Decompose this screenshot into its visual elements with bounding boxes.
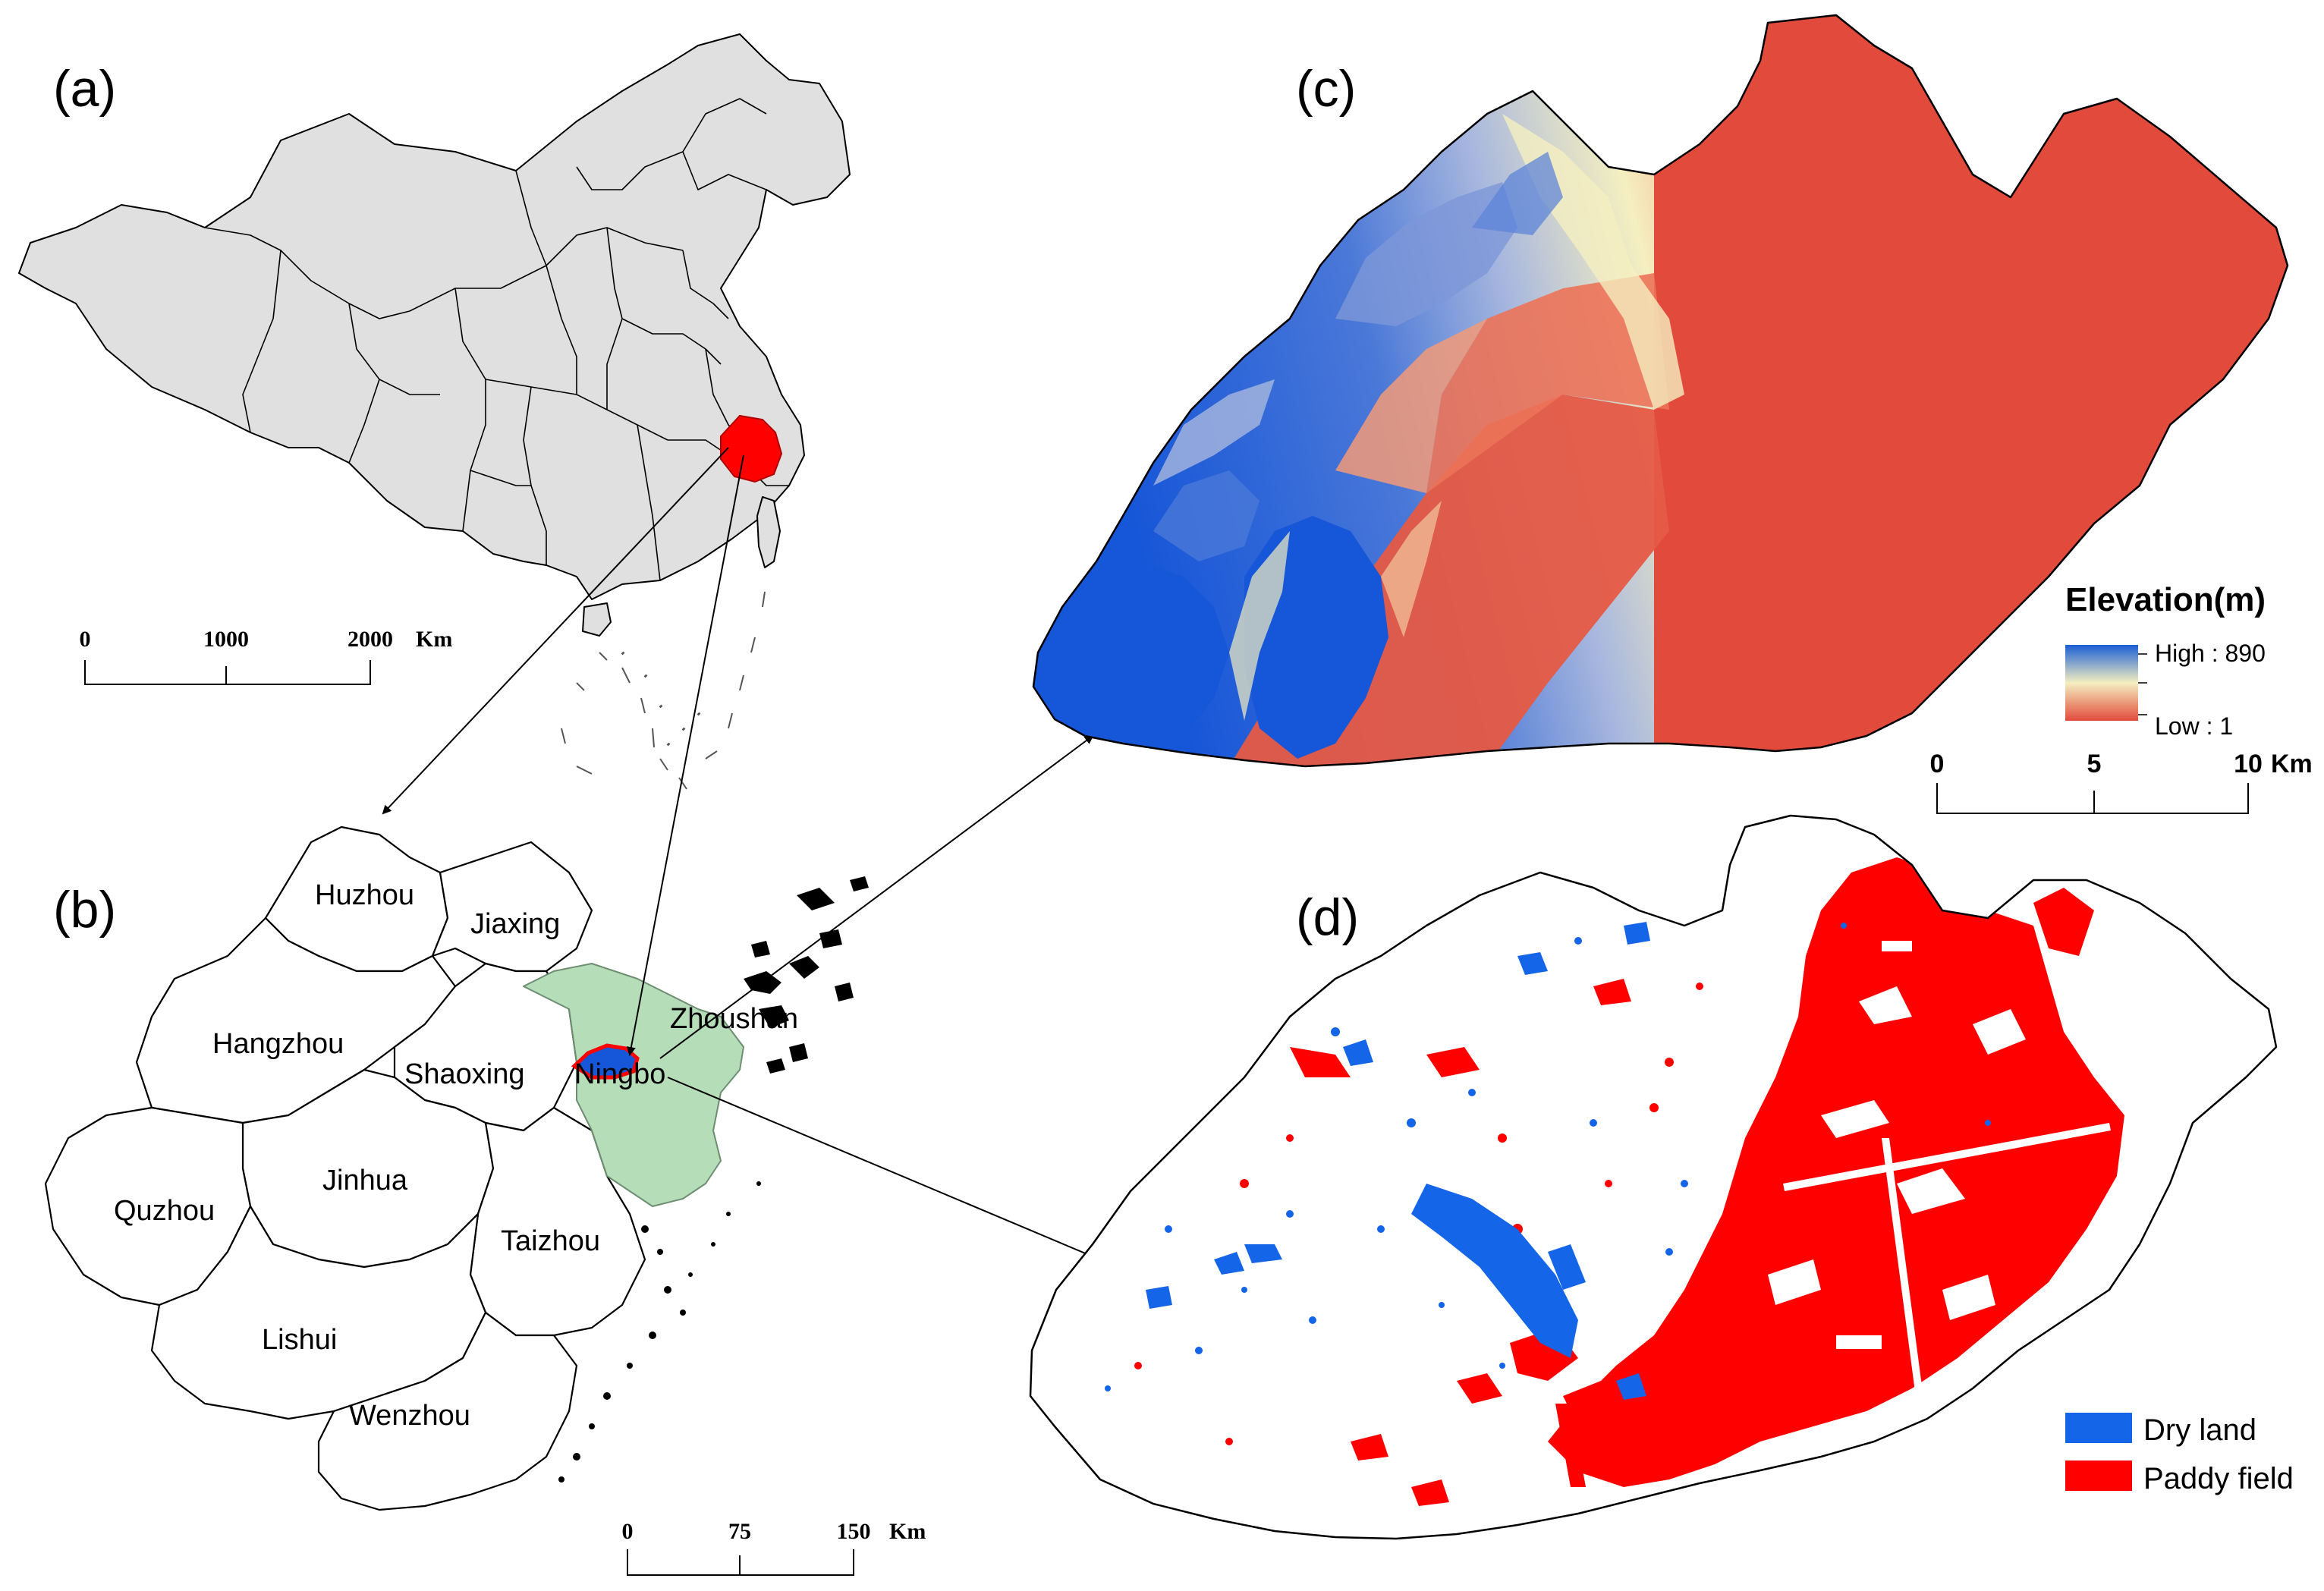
elevation-legend-title: Elevation(m) [2065, 581, 2266, 618]
china-outline [18, 33, 851, 600]
city-label-zhoushan: Zhoushan [670, 1003, 798, 1035]
city-label-jiaxing: Jiaxing [470, 908, 560, 940]
elevation-legend: Elevation(m) High : 890 Low : 1 [2065, 581, 2266, 740]
panel-c-label: (c) [1296, 60, 1356, 118]
scalebar-a-bar [84, 660, 371, 685]
study-area-highlight [571, 1043, 640, 1080]
city-label-taizhou: Taizhou [501, 1225, 600, 1257]
legend-label-dry-land: Dry land [2143, 1413, 2256, 1447]
scalebar-b-tick-2: 150 [837, 1519, 871, 1544]
scalebar-c-bar [1936, 783, 2249, 814]
south-china-sea-islands [561, 591, 766, 790]
dry-land-area [1105, 922, 1991, 1400]
scalebar-a-tick-0: 0 [80, 627, 91, 652]
city-label-wenzhou: Wenzhou [349, 1400, 470, 1432]
panel-b-label: (b) [53, 881, 116, 939]
scalebar-a-tick-2: 2000 [347, 627, 393, 652]
scalebar-a-unit: Km [416, 627, 452, 652]
taiwan-outline [756, 496, 781, 568]
city-label-ningbo: Ningbo [574, 1058, 665, 1090]
coastal-islets [558, 1181, 761, 1483]
scalebar-b-bar [627, 1549, 854, 1576]
landuse-legend: Dry land Paddy field [2065, 1413, 2294, 1495]
city-label-lishui: Lishui [262, 1324, 337, 1356]
landuse-classes [1105, 819, 2124, 1506]
city-label-huzhou: Huzhou [315, 879, 414, 911]
legend-label-paddy-field: Paddy field [2143, 1462, 2294, 1495]
panel-a-china-map [18, 33, 851, 790]
elevation-legend-low: Low : 1 [2155, 712, 2233, 740]
scalebar-b-tick-1: 75 [728, 1519, 751, 1544]
panel-a-label: (a) [53, 60, 116, 118]
zhoushan-islands [744, 876, 869, 1074]
region-jiaxing [431, 841, 593, 973]
city-labels: Huzhou Jiaxing Hangzhou Shaoxing Ningbo … [114, 879, 798, 1432]
zhejiang-highlight [720, 414, 783, 483]
scalebar-c-tick-0: 0 [1930, 750, 1945, 778]
scalebar-b: 0 75 150 Km [622, 1519, 926, 1576]
city-label-jinhua: Jinhua [322, 1165, 408, 1196]
panel-b-zhejiang-map [44, 825, 869, 1511]
hainan-outline [582, 602, 612, 637]
arrow-china-to-zhejiang [382, 447, 729, 815]
region-wenzhou [317, 1311, 578, 1511]
province-boundaries [204, 98, 789, 581]
city-label-hangzhou: Hangzhou [212, 1028, 344, 1060]
city-label-shaoxing: Shaoxing [404, 1058, 524, 1090]
scalebar-b-unit: Km [889, 1519, 926, 1544]
arrow-china-to-ningbo [626, 454, 744, 1056]
scalebar-c-unit: Km [2271, 750, 2313, 778]
legend-swatch-dry-land [2065, 1413, 2132, 1443]
arrow-ningbo-to-landuse [667, 1077, 1128, 1272]
region-lishui [150, 1205, 487, 1420]
elevation-legend-ramp [2065, 645, 2138, 721]
legend-swatch-paddy-field [2065, 1461, 2132, 1491]
scalebar-c-tick-1: 5 [2087, 750, 2102, 778]
panel-d-label: (d) [1296, 888, 1359, 946]
scalebar-a: 0 1000 2000 Km [80, 627, 452, 685]
city-label-quzhou: Quzhou [114, 1195, 215, 1227]
paddy-field-area [1548, 857, 2124, 1487]
region-ningbo [523, 963, 744, 1207]
scalebar-c-tick-2: 10 [2234, 750, 2263, 778]
panel-d-landuse-map [1029, 814, 2278, 1540]
scalebar-a-tick-1: 1000 [203, 627, 249, 652]
scalebar-b-tick-0: 0 [622, 1519, 634, 1544]
elevation-legend-high: High : 890 [2155, 640, 2266, 667]
scalebar-c: 0 5 10 Km [1930, 750, 2313, 814]
arrow-ningbo-to-elevation [659, 734, 1094, 1059]
connector-arrows [382, 447, 1128, 1272]
